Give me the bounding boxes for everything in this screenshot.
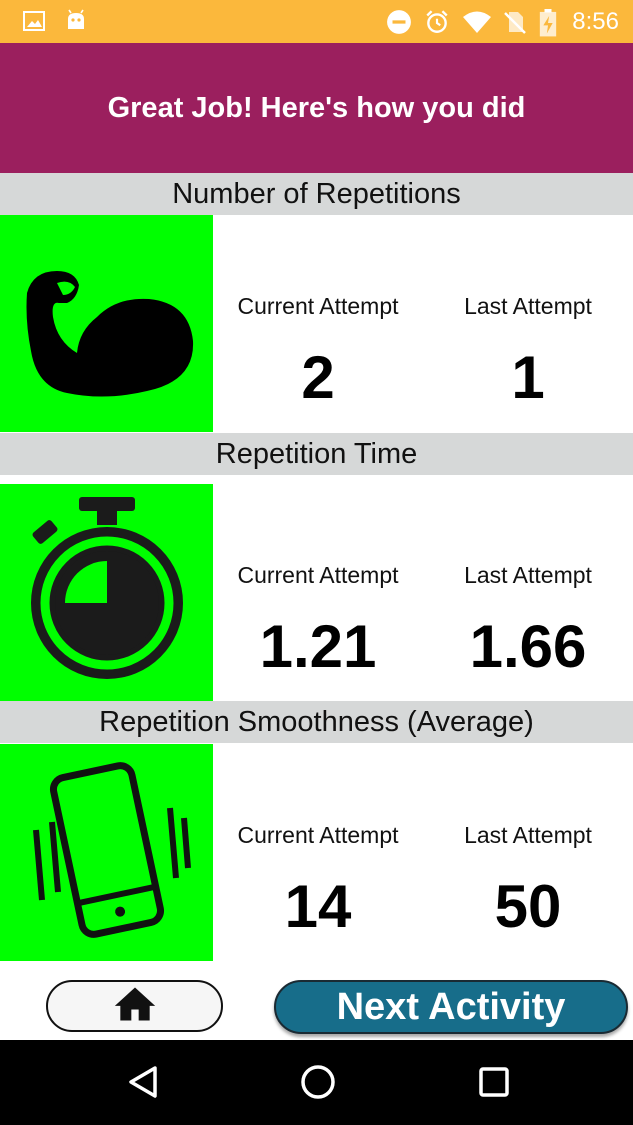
last-attempt-label: Last Attempt: [464, 562, 592, 588]
last-attempt-value: 1: [511, 344, 545, 411]
last-attempt-label: Last Attempt: [464, 822, 592, 848]
status-bar: 8:56: [0, 0, 633, 43]
android-icon: [64, 9, 88, 38]
home-button[interactable]: [46, 980, 223, 1032]
current-attempt-time: Current Attempt 1.21: [213, 484, 423, 701]
image-icon: [22, 9, 46, 38]
current-attempt-smoothness: Current Attempt 14: [213, 744, 423, 961]
current-attempt-value: 1.21: [259, 613, 377, 680]
section-repetitions: Current Attempt 2 Last Attempt 1: [0, 215, 633, 432]
bottom-action-bar: Next Activity: [0, 962, 633, 1040]
section-title-time: Repetition Time: [0, 433, 633, 475]
current-attempt-value: 2: [301, 344, 335, 411]
system-nav-bar: [0, 1040, 633, 1125]
app-header: Great Job! Here's how you did: [0, 43, 633, 173]
section-smoothness: Current Attempt 14 Last Attempt 50: [0, 744, 633, 961]
back-icon[interactable]: [126, 1064, 160, 1105]
no-sim-icon: [503, 9, 527, 40]
home-icon: [113, 985, 157, 1028]
page-title: Great Job! Here's how you did: [107, 91, 526, 124]
current-attempt-label: Current Attempt: [237, 293, 399, 319]
recents-icon[interactable]: [477, 1064, 511, 1105]
current-attempt-label: Current Attempt: [237, 822, 399, 848]
last-attempt-repetitions: Last Attempt 1: [423, 215, 633, 432]
alarm-icon: [424, 9, 450, 40]
last-attempt-smoothness: Last Attempt 50: [423, 744, 633, 961]
wifi-icon: [462, 9, 492, 40]
section-time: Current Attempt 1.21 Last Attempt 1.66: [0, 484, 633, 701]
do-not-disturb-icon: [386, 9, 412, 40]
status-time: 8:56: [572, 8, 619, 35]
flexed-bicep-icon: [17, 241, 197, 406]
current-attempt-value: 14: [284, 873, 352, 940]
home-circle-icon[interactable]: [300, 1064, 336, 1105]
stopwatch-icon: [27, 495, 187, 690]
last-attempt-value: 1.66: [469, 613, 587, 680]
last-attempt-value: 50: [494, 873, 562, 940]
last-attempt-label: Last Attempt: [464, 293, 592, 319]
section-title-repetitions: Number of Repetitions: [0, 173, 633, 215]
next-activity-button[interactable]: Next Activity: [274, 980, 628, 1034]
smoothness-icon-tile: [0, 744, 213, 961]
repetitions-icon-tile: [0, 215, 213, 432]
time-icon-tile: [0, 484, 213, 701]
vibrating-phone-icon: [22, 760, 192, 945]
battery-charging-icon: [538, 9, 558, 42]
last-attempt-time: Last Attempt 1.66: [423, 484, 633, 701]
section-title-smoothness: Repetition Smoothness (Average): [0, 701, 633, 743]
current-attempt-repetitions: Current Attempt 2: [213, 215, 423, 432]
current-attempt-label: Current Attempt: [237, 562, 399, 588]
